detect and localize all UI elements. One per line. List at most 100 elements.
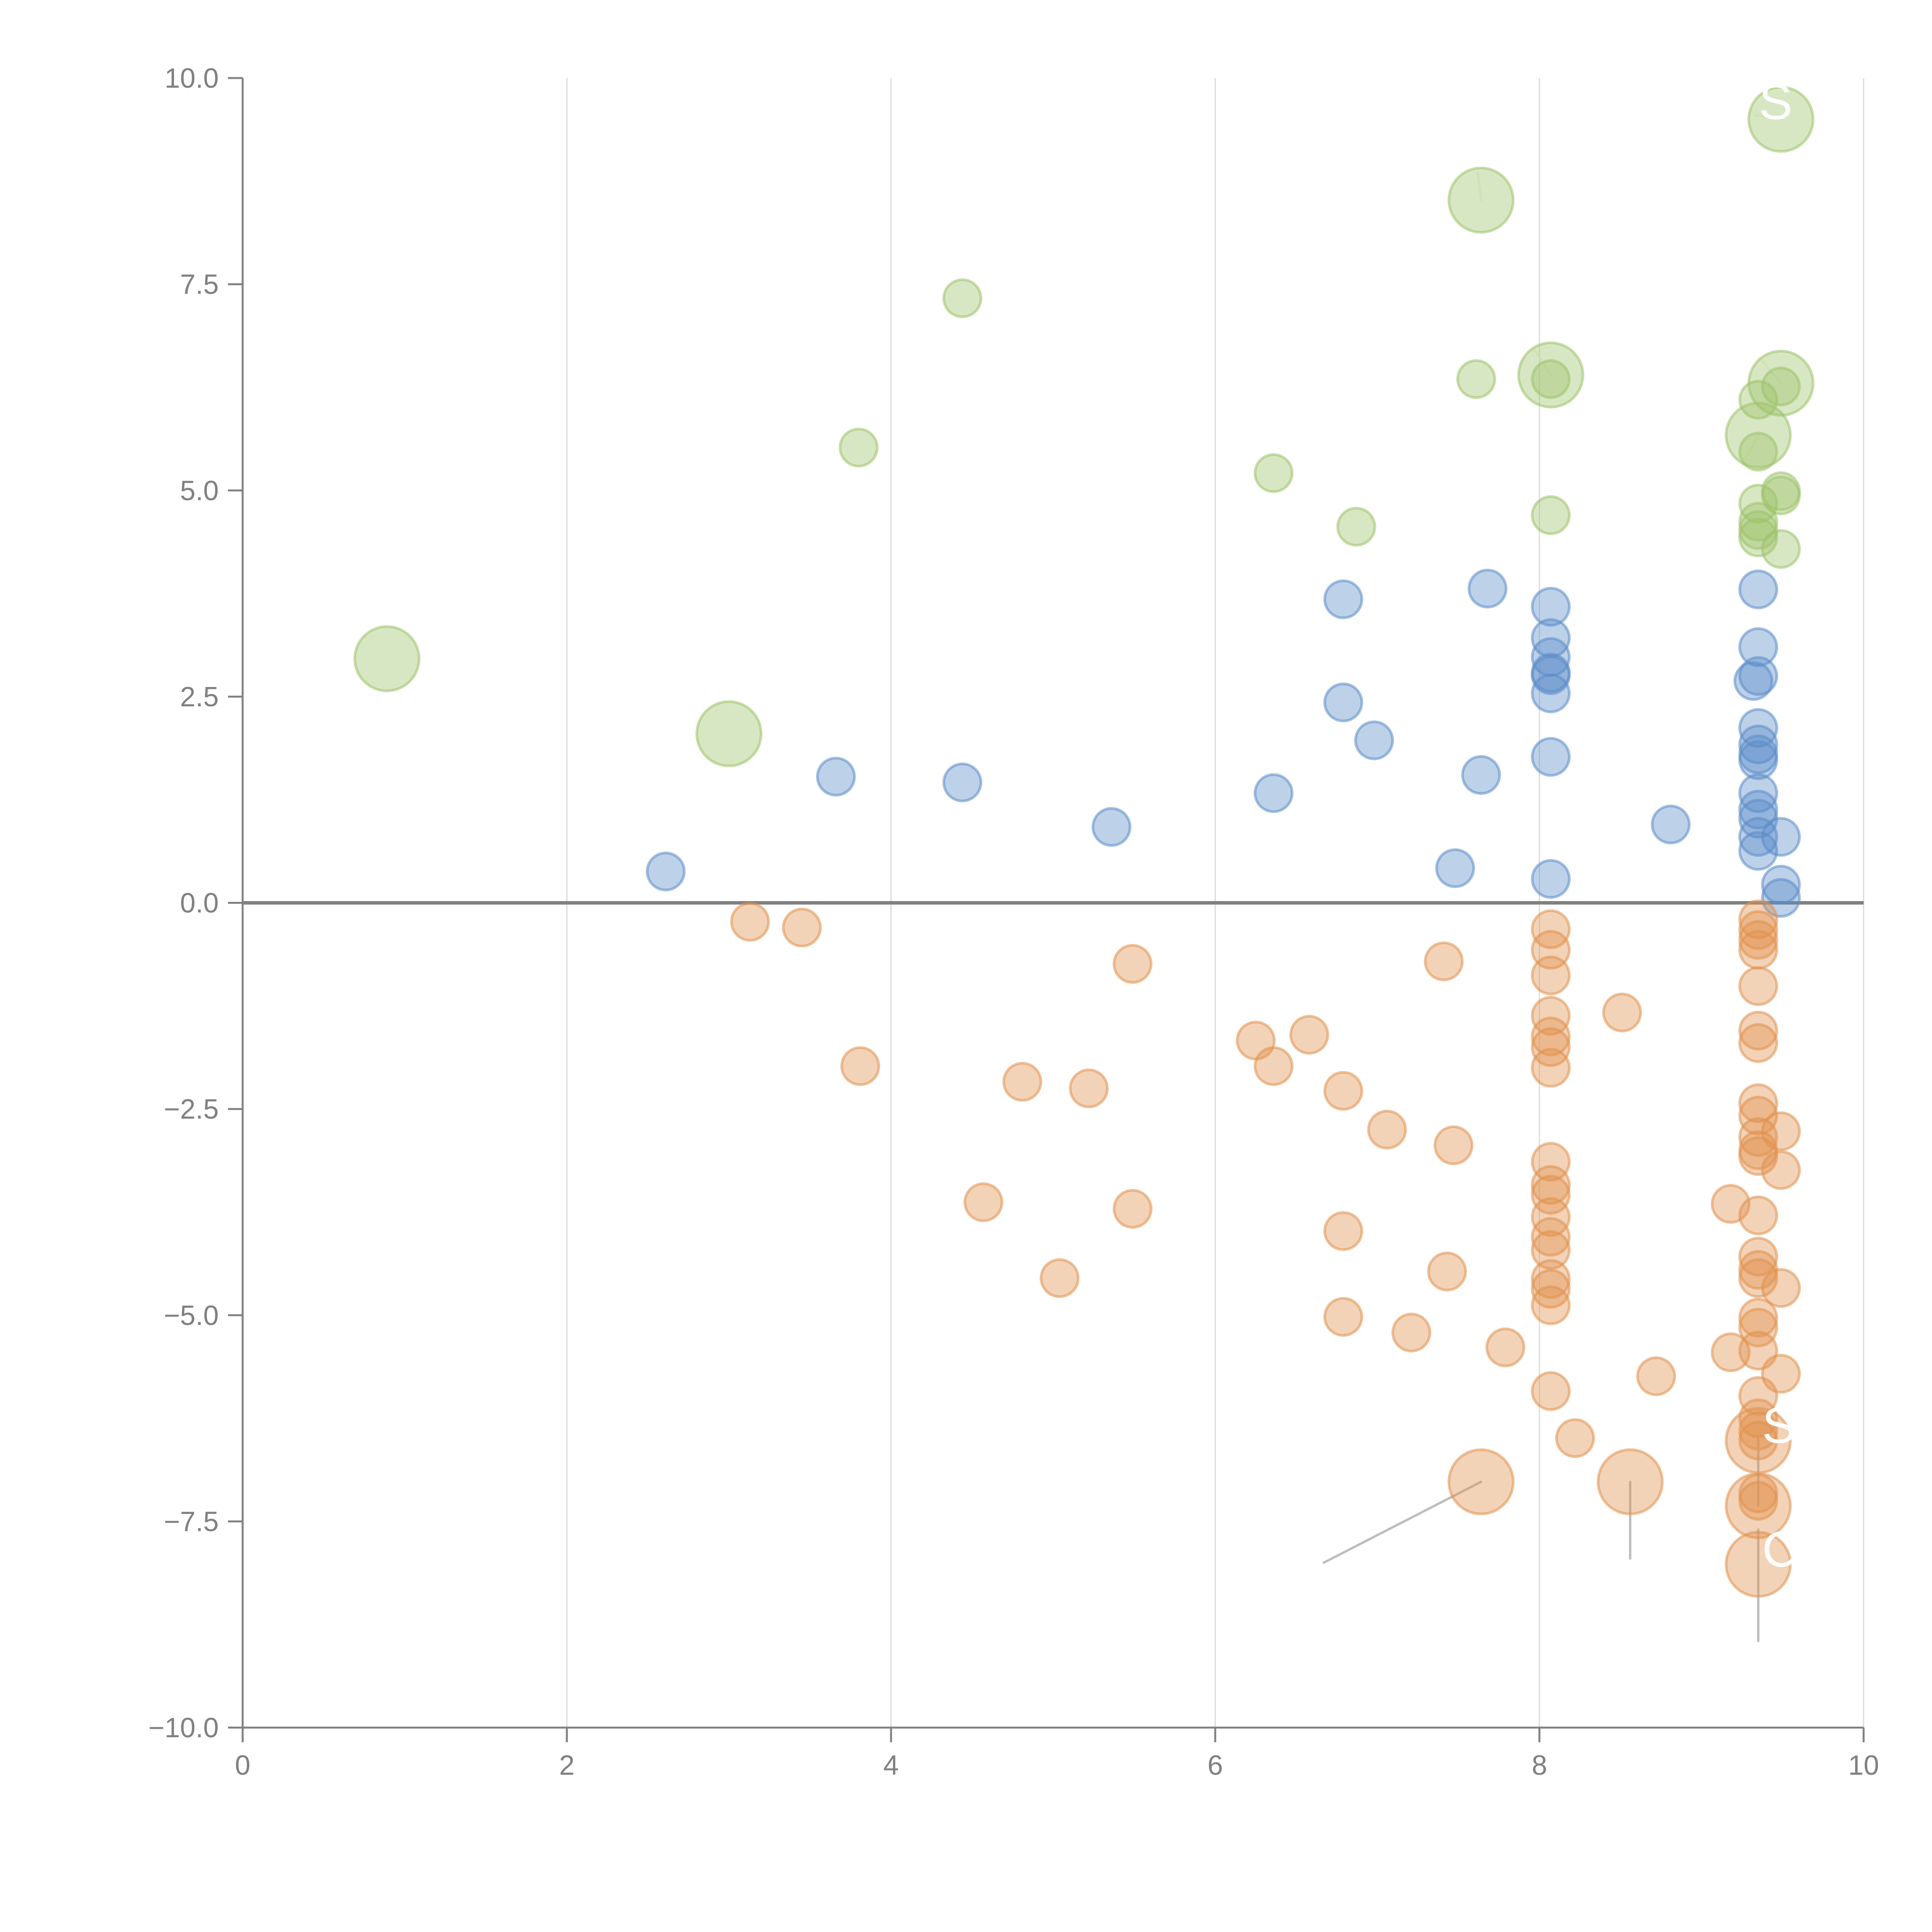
axes: 10.0 7.5 5.0 2.5 0.0 −2.5 −5.0 −7.5 −10.0 0 2 4 6 8 10 bbox=[148, 63, 1879, 1781]
data-point-blue bbox=[942, 762, 983, 803]
data-point-green bbox=[1738, 517, 1778, 558]
data-point-orange bbox=[1738, 1136, 1778, 1176]
data-point-orange bbox=[1323, 1071, 1363, 1111]
y-tick-label: 2.5 bbox=[180, 682, 219, 713]
y-tick-label: 5.0 bbox=[180, 475, 219, 506]
data-point-orange bbox=[1738, 1195, 1778, 1235]
data-point-orange bbox=[1112, 1189, 1153, 1229]
annotation-leader bbox=[1476, 172, 1482, 201]
data-point-orange bbox=[1761, 1268, 1801, 1308]
annotation-leader bbox=[1753, 114, 1782, 121]
data-point-green bbox=[942, 278, 983, 318]
data-point-green bbox=[1531, 359, 1571, 399]
data-point-orange bbox=[1423, 941, 1464, 981]
data-point-orange bbox=[730, 902, 770, 942]
data-point-orange bbox=[1738, 1308, 1778, 1348]
data-point-orange bbox=[1725, 1531, 1792, 1598]
data-point-orange bbox=[1039, 1258, 1080, 1298]
data-point-blue bbox=[1323, 682, 1363, 723]
data-point-orange bbox=[1602, 992, 1642, 1032]
data-point-blue bbox=[1738, 724, 1778, 765]
data-point-orange bbox=[1531, 1142, 1571, 1182]
data-point-orange bbox=[1323, 1211, 1363, 1251]
data-point-orange bbox=[1761, 1354, 1801, 1394]
data-point-orange bbox=[1253, 1046, 1294, 1086]
data-point-orange bbox=[1738, 930, 1778, 970]
y-tick-label: −2.5 bbox=[164, 1094, 219, 1125]
data-point-orange bbox=[1112, 944, 1153, 984]
data-point-orange bbox=[1738, 899, 1778, 939]
data-point-blue bbox=[1651, 804, 1691, 845]
data-point-green bbox=[1747, 86, 1815, 153]
data-point-green bbox=[1456, 359, 1496, 399]
annotation-label: S bbox=[1762, 1397, 1796, 1454]
data-point-blue bbox=[1531, 737, 1571, 777]
data-point-orange bbox=[1738, 1258, 1778, 1298]
x-tick-label: 2 bbox=[559, 1750, 575, 1781]
annotation-leader bbox=[1741, 434, 1760, 467]
data-point-blue bbox=[1461, 755, 1501, 795]
data-point-orange bbox=[1738, 1083, 1778, 1123]
data-point-blue bbox=[1531, 587, 1571, 627]
data-point-orange bbox=[1738, 920, 1778, 960]
data-point-orange bbox=[1391, 1313, 1432, 1353]
data-point-green bbox=[1761, 529, 1801, 569]
data-point-green bbox=[1738, 432, 1778, 472]
data-point-blue bbox=[816, 757, 856, 797]
data-point-blue bbox=[1323, 579, 1363, 619]
data-point-blue bbox=[1354, 720, 1394, 760]
data-point-green bbox=[1761, 475, 1801, 515]
data-point-orange bbox=[1531, 1048, 1571, 1088]
data-point-orange bbox=[1738, 1095, 1778, 1136]
data-point-green bbox=[1517, 341, 1585, 409]
data-point-blue bbox=[1738, 627, 1778, 667]
data-point-orange bbox=[1738, 1023, 1778, 1063]
y-tick-label: −7.5 bbox=[164, 1506, 219, 1537]
data-point-green bbox=[1761, 366, 1801, 406]
data-point-orange bbox=[840, 1046, 880, 1086]
data-point-blue bbox=[1738, 740, 1778, 780]
data-point-orange bbox=[1069, 1068, 1109, 1109]
data-point-blue bbox=[1738, 831, 1778, 871]
data-point-orange bbox=[1531, 955, 1571, 995]
x-tick-label: 10 bbox=[1848, 1750, 1879, 1781]
data-point-orange bbox=[1636, 1356, 1676, 1396]
data-point-orange bbox=[782, 908, 822, 948]
y-tick-label: −5.0 bbox=[164, 1300, 219, 1331]
series-orange bbox=[730, 899, 1801, 1598]
data-point-green bbox=[1725, 401, 1792, 469]
data-point-orange bbox=[963, 1182, 1003, 1222]
data-point-green bbox=[1447, 167, 1515, 234]
data-point-orange bbox=[1323, 1297, 1363, 1337]
data-points bbox=[353, 86, 1815, 1598]
data-point-blue bbox=[1738, 817, 1778, 857]
annotation-leader bbox=[1323, 1480, 1482, 1564]
data-point-orange bbox=[1531, 1016, 1571, 1056]
data-point-orange bbox=[1531, 1027, 1571, 1067]
annotation-label: S bbox=[1759, 73, 1793, 130]
y-tick-label: 0.0 bbox=[180, 888, 219, 919]
series-blue bbox=[646, 568, 1801, 918]
x-tick-label: 0 bbox=[235, 1750, 250, 1781]
annotation-label: CE bbox=[1762, 1521, 1832, 1577]
annotation-label: E bbox=[1762, 1599, 1796, 1656]
x-tick-label: 6 bbox=[1208, 1750, 1223, 1781]
data-point-blue bbox=[1468, 568, 1508, 609]
data-point-orange bbox=[1531, 996, 1571, 1036]
data-point-green bbox=[1253, 453, 1294, 493]
data-point-orange bbox=[1738, 1420, 1778, 1461]
data-point-orange bbox=[1531, 909, 1571, 949]
data-point-blue bbox=[1531, 673, 1571, 713]
y-tick-label: −10.0 bbox=[148, 1713, 219, 1743]
data-point-orange bbox=[1738, 1298, 1778, 1338]
data-point-orange bbox=[1531, 1371, 1571, 1411]
data-point-orange bbox=[1289, 1015, 1329, 1055]
data-point-blue bbox=[1738, 789, 1778, 830]
data-point-blue bbox=[1761, 865, 1801, 905]
data-point-orange bbox=[1531, 1165, 1571, 1205]
data-point-blue bbox=[1761, 817, 1801, 857]
data-point-orange bbox=[1738, 1481, 1778, 1521]
data-point-orange bbox=[1555, 1418, 1595, 1458]
data-point-blue bbox=[1253, 773, 1294, 813]
